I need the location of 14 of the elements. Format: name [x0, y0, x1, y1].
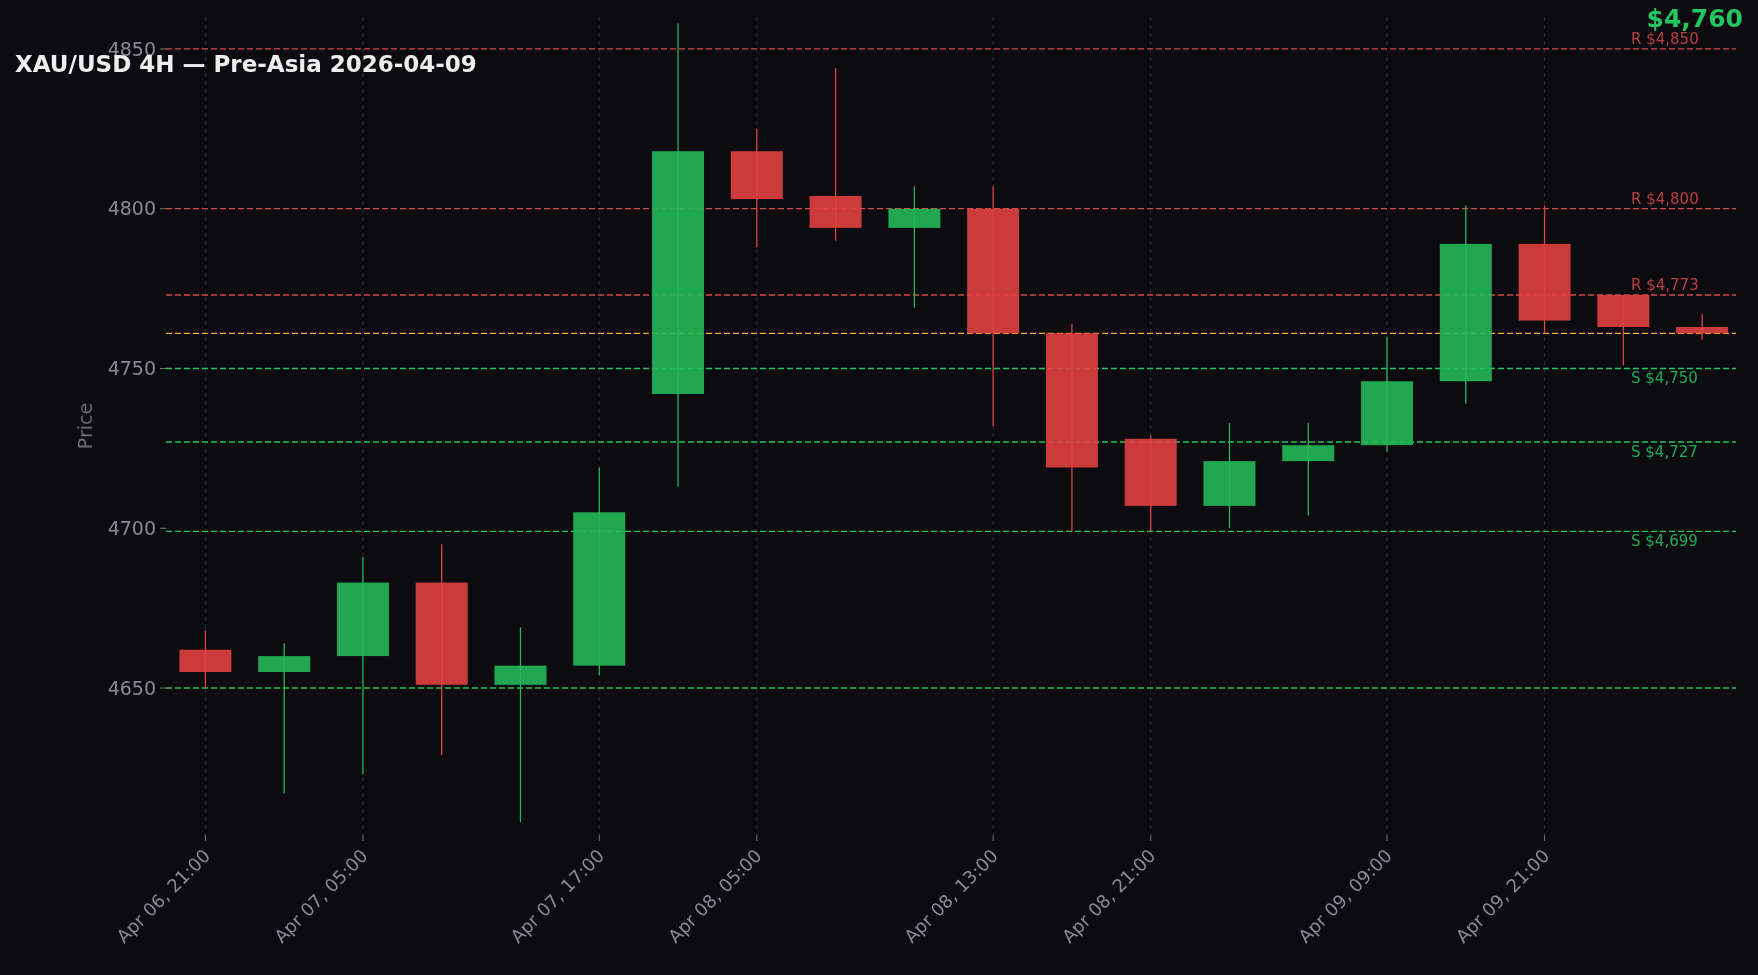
candlestick	[1676, 313, 1729, 341]
y-tick-label: 4750	[107, 357, 156, 380]
ref-line-label: R $4,773	[1631, 275, 1699, 294]
y-axis-title: Price	[74, 402, 96, 450]
ref-line-label: S $4,750	[1631, 369, 1698, 388]
y-tick-label: 4700	[107, 516, 156, 539]
candlestick	[494, 626, 547, 823]
annotation: $4,760	[1646, 4, 1743, 33]
ref-line-label: S $4,699	[1631, 532, 1698, 551]
y-tick-label: 4650	[107, 676, 156, 699]
ref-line-label: R $4,800	[1631, 189, 1699, 208]
ref-line-label: S $4,727	[1631, 442, 1698, 461]
y-tick-label: 4800	[107, 197, 156, 220]
candlestick	[258, 642, 311, 795]
